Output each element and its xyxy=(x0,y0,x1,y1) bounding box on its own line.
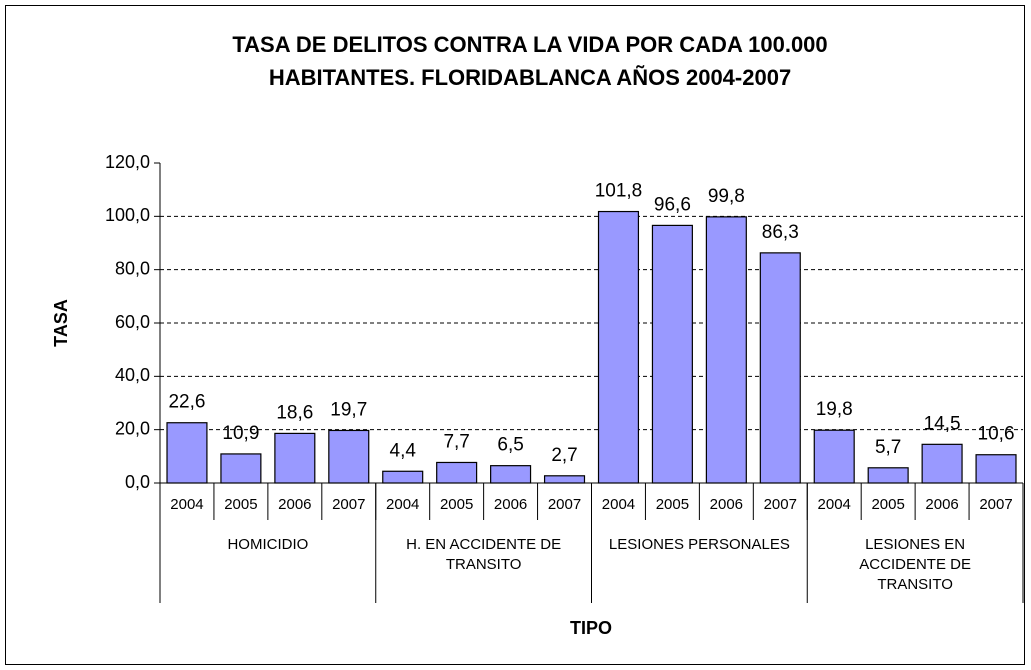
value-label: 2,7 xyxy=(551,445,577,466)
bar xyxy=(543,475,586,484)
value-label: 10,6 xyxy=(978,424,1015,445)
bar xyxy=(166,422,208,484)
x-tick-label: 2006 xyxy=(710,496,743,513)
bar xyxy=(490,465,532,484)
x-axis-title: TIPO xyxy=(570,618,612,638)
x-tick-label: 2005 xyxy=(656,496,689,513)
x-tick-label: 2006 xyxy=(494,496,527,513)
x-tick-label: 2006 xyxy=(278,496,311,513)
chart-border xyxy=(5,5,1025,665)
group-label: H. EN ACCIDENTE DE xyxy=(406,536,561,553)
bar xyxy=(274,432,316,484)
value-label: 19,7 xyxy=(330,399,367,420)
chart-title: TASA DE DELITOS CONTRA LA VIDA POR CADA … xyxy=(232,32,827,57)
chart-title: HABITANTES. FLORIDABLANCA AÑOS 2004-2007 xyxy=(269,65,791,90)
group-label: TRANSITO xyxy=(877,576,953,593)
value-label: 86,3 xyxy=(762,222,799,243)
y-tick-label: 0,0 xyxy=(125,472,150,492)
y-tick-label: 80,0 xyxy=(115,258,150,278)
group-label: TRANSITO xyxy=(446,556,522,573)
bar xyxy=(867,467,909,484)
value-label: 19,8 xyxy=(816,399,853,420)
group-label: LESIONES PERSONALES xyxy=(609,536,790,553)
x-tick-label: 2004 xyxy=(170,496,203,513)
bar xyxy=(436,461,478,484)
x-tick-label: 2007 xyxy=(332,496,365,513)
bar xyxy=(813,429,855,484)
x-tick-label: 2005 xyxy=(871,496,904,513)
x-tick-label: 2004 xyxy=(386,496,419,513)
y-tick-label: 60,0 xyxy=(115,312,150,332)
bar xyxy=(759,252,801,484)
value-label: 14,5 xyxy=(924,413,961,434)
x-tick-label: 2005 xyxy=(440,496,473,513)
value-label: 99,8 xyxy=(708,186,745,207)
group-label: LESIONES EN xyxy=(865,536,965,553)
x-tick-label: 2005 xyxy=(224,496,257,513)
x-tick-label: 2006 xyxy=(925,496,958,513)
bar xyxy=(651,224,693,484)
y-tick-label: 120,0 xyxy=(105,152,150,172)
bar xyxy=(921,443,963,484)
value-label: 22,6 xyxy=(168,392,205,413)
bar xyxy=(220,453,262,484)
value-label: 96,6 xyxy=(654,194,691,215)
value-label: 6,5 xyxy=(497,435,523,456)
y-tick-label: 40,0 xyxy=(115,365,150,385)
y-tick-label: 20,0 xyxy=(115,418,150,438)
x-tick-label: 2007 xyxy=(979,496,1012,513)
value-label: 5,7 xyxy=(875,437,901,458)
x-tick-label: 2004 xyxy=(602,496,635,513)
value-label: 18,6 xyxy=(276,402,313,423)
x-tick-label: 2007 xyxy=(764,496,797,513)
bar xyxy=(705,216,747,484)
group-label: HOMICIDIO xyxy=(227,536,308,553)
bar xyxy=(328,429,370,484)
x-tick-label: 2004 xyxy=(818,496,851,513)
value-label: 101,8 xyxy=(595,181,643,202)
y-tick-label: 100,0 xyxy=(105,205,150,225)
bar xyxy=(597,210,640,484)
value-label: 4,4 xyxy=(390,440,417,461)
y-axis-title: TASA xyxy=(51,299,71,347)
x-tick-label: 2007 xyxy=(548,496,581,513)
value-label: 10,9 xyxy=(222,423,259,444)
value-label: 7,7 xyxy=(443,431,469,452)
bar xyxy=(382,470,424,484)
group-label: ACCIDENTE DE xyxy=(859,556,971,573)
bar xyxy=(975,454,1017,484)
